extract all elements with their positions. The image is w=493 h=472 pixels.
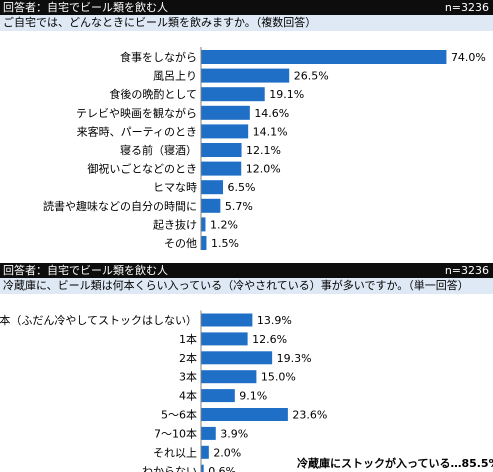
- chart2-value-label: 0.6%: [208, 465, 236, 472]
- chart2-category-label: 3本: [179, 370, 197, 384]
- chart1-category-label: 寝る前（寝酒）: [120, 143, 197, 157]
- chart1-bar: [201, 180, 224, 195]
- chart1-header: 回答者：自宅でビール類を飲む人 n=3236: [0, 0, 493, 15]
- chart2-category-label: 5～6本: [161, 408, 197, 422]
- chart1-category-label: 読書や趣味などの自分の時間に: [43, 199, 197, 213]
- chart1-category-label: 御祝いごとなどのとき: [87, 162, 197, 176]
- chart2-bar: [201, 464, 204, 472]
- chart1-value-label: 26.5%: [294, 70, 329, 83]
- chart2-value-label: 2.0%: [213, 446, 241, 459]
- chart2-category-label: 4本: [179, 389, 197, 403]
- chart2-question-bar: 冷蔵庫に、ビール類は何本くらい入っている（冷やされている）事が多いですか。（単一…: [0, 278, 493, 294]
- chart2-value-label: 9.1%: [239, 390, 267, 403]
- chart2-bar: [201, 351, 273, 365]
- chart2-plot: 0本（ふだん冷やしてストックはしない） 13.9% 1本 12.6% 2本 19.3% 3本…: [0, 310, 327, 472]
- chart2-bar: [201, 408, 288, 421]
- chart2-bar: [201, 313, 253, 327]
- chart2-bar: [201, 389, 235, 403]
- chart1-respondent-label: 回答者：自宅でビール類を飲む人: [3, 1, 168, 14]
- chart1-value-label: 14.6%: [254, 107, 289, 120]
- chart1-value-label: 5.7%: [225, 200, 253, 213]
- chart2-category-label: 2本: [179, 351, 197, 365]
- chart1-bar: [201, 50, 447, 64]
- chart2-category-label: 7～10本: [154, 426, 197, 440]
- chart1-category-label: 食後の晩酌として: [109, 87, 197, 101]
- chart2-value-label: 23.6%: [292, 409, 327, 422]
- chart2-respondent-label: 回答者：自宅でビール類を飲む人: [3, 264, 168, 277]
- chart2-value-label: 19.3%: [277, 352, 312, 365]
- chart2-category-label: 1本: [179, 332, 197, 346]
- chart1-sample-size: n=3236: [444, 1, 489, 14]
- chart1-plot: 食事をしながら 74.0% 風呂上り 26.5% 食後の晩酌として 19.1% テレビや映画…: [43, 47, 486, 250]
- chart2-header: 回答者：自宅でビール類を飲む人 n=3236: [0, 263, 493, 278]
- chart1-category-label: その他: [164, 237, 197, 250]
- chart1-category-label: 来客時、パーティのとき: [77, 124, 197, 138]
- chart1-category-label: 食事をしながら: [120, 50, 197, 64]
- chart1-question-bar: ご自宅では、どんなときにビール類を飲みますか。（複数回答）: [0, 15, 493, 31]
- chart2-value-label: 15.0%: [261, 371, 296, 384]
- chart1-category-label: ヒマな時: [153, 181, 197, 194]
- chart1-bar: [201, 68, 290, 83]
- chart1-bar: [201, 143, 242, 157]
- chart1-value-label: 74.0%: [451, 51, 486, 64]
- chart2-bar: [201, 445, 209, 459]
- chart1-category-label: テレビや映画を観ながら: [76, 106, 197, 120]
- chart2-question: 冷蔵庫に、ビール類は何本くらい入っている（冷やされている）事が多いですか。（単一…: [3, 279, 469, 292]
- chart1-value-label: 1.2%: [210, 218, 238, 231]
- chart2-value-label: 3.9%: [220, 427, 248, 440]
- chart2-bar: [201, 426, 216, 440]
- chart1-bar: [201, 217, 206, 232]
- chart1-category-label: 風呂上り: [153, 70, 197, 83]
- chart2-sample-size: n=3236: [444, 264, 489, 277]
- chart1-category-label: 起き抜け: [153, 217, 197, 231]
- chart1-bar: [201, 236, 207, 250]
- chart1-value-label: 12.1%: [246, 144, 281, 157]
- chart2-category-label: それ以上: [153, 446, 197, 459]
- chart1-bar: [201, 87, 265, 102]
- chart2-bar: [201, 332, 248, 346]
- chart2-stock-annotation: 冷蔵庫にストックが入っている…85.5%: [297, 457, 493, 470]
- chart2-value-label: 12.6%: [252, 333, 287, 346]
- chart1-value-label: 12.0%: [246, 163, 281, 176]
- chart1-bar: [201, 124, 249, 139]
- chart1-bar: [201, 161, 242, 176]
- chart2-value-label: 13.9%: [257, 314, 292, 327]
- chart1-value-label: 14.1%: [253, 125, 288, 138]
- chart1-value-label: 6.5%: [228, 181, 256, 194]
- chart1-question: ご自宅では、どんなときにビール類を飲みますか。（複数回答）: [3, 16, 317, 29]
- chart1-value-label: 1.5%: [211, 237, 239, 250]
- chart2-category-label: わからない: [142, 465, 197, 472]
- chart2-category-label: 0本（ふだん冷やしてストックはしない）: [0, 313, 197, 327]
- chart1-bar: [201, 198, 221, 213]
- chart2-bar: [201, 370, 257, 384]
- chart1-bar: [201, 105, 250, 120]
- chart1-value-label: 19.1%: [269, 88, 304, 101]
